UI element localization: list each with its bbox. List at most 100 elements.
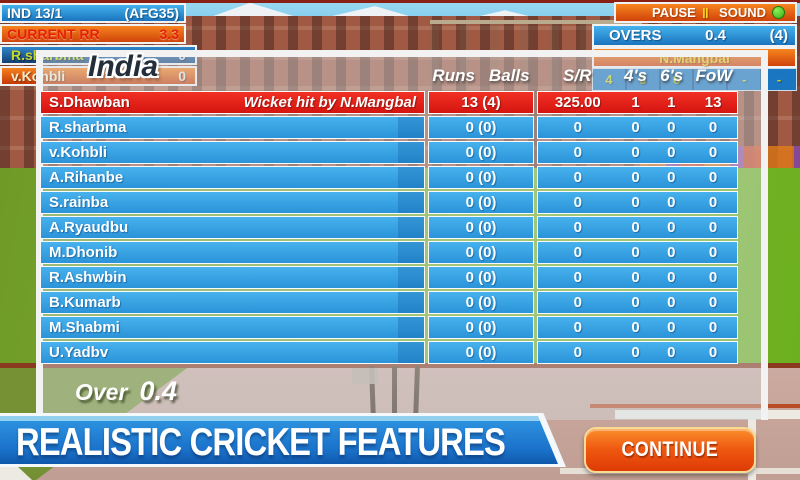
table-row: A.Rihanbe 0 (0) 0 0 0 0	[40, 166, 738, 189]
batsman-name-cell: U.Yadbv	[40, 341, 425, 364]
name-cell-endcap	[398, 192, 424, 213]
stats-cell: 325.00 1 1 13	[537, 91, 738, 114]
stats-cell: 0 0 0 0	[537, 191, 738, 214]
team-score: IND 13/1	[7, 5, 63, 21]
fielder-figure	[352, 368, 378, 384]
batsman-name-cell: A.Rihanbe	[40, 166, 425, 189]
fours-value: 0	[631, 294, 640, 311]
table-row: U.Yadbv 0 (0) 0 0 0 0	[40, 341, 738, 364]
over-label: Over	[75, 379, 128, 405]
sixes-value: 0	[667, 319, 676, 336]
table-header: Runs Balls S/R 4's 6's FoW	[40, 60, 738, 91]
sound-indicator-icon[interactable]	[772, 6, 785, 19]
sixes-value: 0	[667, 144, 676, 161]
batsman-name-cell: B.Kumarb	[40, 291, 425, 314]
batsman-name-cell: A.Ryaudbu	[40, 216, 425, 239]
strike-rate-value: 0	[573, 144, 582, 161]
fours-value: 0	[631, 194, 640, 211]
dismissal-note: Wicket hit by N.Mangbal	[243, 94, 416, 111]
strike-rate-value: 0	[573, 194, 582, 211]
strike-rate-value: 0	[573, 244, 582, 261]
fours-value: 0	[631, 144, 640, 161]
runs-balls-cell: 0 (0)	[428, 241, 534, 264]
overs-value: 0.4	[705, 27, 727, 44]
non-striker-bar: v.Kohbli 0	[0, 66, 197, 86]
batsman-name-cell: R.Ashwbin	[40, 266, 425, 289]
table-row: R.Ashwbin 0 (0) 0 0 0 0	[40, 266, 738, 289]
team-score-bar: IND 13/1 (AFG35)	[0, 3, 186, 23]
table-row: A.Ryaudbu 0 (0) 0 0 0 0	[40, 216, 738, 239]
fours-value: 1	[631, 94, 640, 111]
batsman-name-cell: v.Kohbli	[40, 141, 425, 164]
crease-line	[615, 410, 800, 419]
header-runs: Runs	[432, 65, 475, 85]
fours-value: 0	[631, 244, 640, 261]
batsman-name: R.Ashwbin	[49, 269, 127, 286]
fow-value: 0	[708, 344, 718, 361]
batsman-name: A.Ryaudbu	[49, 219, 129, 236]
name-cell-endcap	[398, 317, 424, 338]
overs-bar: OVERS 0.4 (4)	[592, 24, 797, 47]
sixes-value: 0	[667, 169, 676, 186]
strike-rate-value: 0	[573, 319, 582, 336]
strike-rate-value: 0	[573, 294, 582, 311]
stump	[392, 366, 397, 422]
runs-balls-cell: 0 (0)	[428, 316, 534, 339]
pause-button[interactable]: PAUSE	[652, 5, 696, 20]
batsman-name-cell: M.Dhonib	[40, 241, 425, 264]
promo-banner	[0, 416, 558, 464]
fours-value: 0	[631, 169, 640, 186]
fow-value: 0	[708, 194, 718, 211]
batsman-name: v.Kohbli	[49, 144, 108, 161]
sixes-value: 1	[667, 94, 676, 111]
fow-value: 0	[708, 294, 718, 311]
score-rows: S.Dhawban Wicket hit by N.Mangbal 13 (4) 32…	[40, 91, 738, 364]
fours-value: 0	[631, 319, 640, 336]
header-balls: Balls	[488, 65, 530, 85]
sound-toggle[interactable]: SOUND	[719, 5, 766, 20]
batsman-name-cell: S.Dhawban Wicket hit by N.Mangbal	[40, 91, 425, 114]
batsman-name-cell: S.rainba	[40, 191, 425, 214]
runs-balls-cell: 13 (4)	[428, 91, 534, 114]
name-cell-endcap	[398, 242, 424, 263]
sixes-value: 0	[667, 219, 676, 236]
batsman-name: U.Yadbv	[49, 344, 109, 361]
sixes-value: 0	[667, 194, 676, 211]
header-sr: S/R	[563, 65, 592, 85]
batsman-name: M.Shabmi	[49, 319, 120, 336]
table-row: S.rainba 0 (0) 0 0 0 0	[40, 191, 738, 214]
strike-rate-value: 0	[573, 269, 582, 286]
header-fow: FoW	[695, 65, 733, 85]
header-sixes: 6's	[660, 65, 684, 85]
batsman-name-cell: M.Shabmi	[40, 316, 425, 339]
fow-value: 0	[708, 169, 718, 186]
batsman-name: A.Rihanbe	[49, 169, 124, 186]
batsman-name: R.sharbma	[49, 119, 127, 136]
stats-cell: 0 0 0 0	[537, 166, 738, 189]
runs-balls-cell: 0 (0)	[428, 141, 534, 164]
fow-value: 13	[704, 94, 722, 111]
fours-value: 0	[631, 219, 640, 236]
stats-cell: 0 0 0 0	[537, 216, 738, 239]
pause-icon[interactable]: ‖	[701, 4, 709, 21]
sixes-value: 0	[667, 244, 676, 261]
ball-result-cell: 4	[593, 69, 627, 90]
table-row: v.Kohbli 0 (0) 0 0 0 0	[40, 141, 738, 164]
current-rr-value: 3.3	[159, 26, 179, 42]
fow-value: 0	[708, 219, 718, 236]
overs-label: OVERS	[609, 27, 662, 44]
over-indicator: Over 0.4	[75, 376, 177, 407]
sixes-value: 0	[667, 269, 676, 286]
header-fours: 4's	[624, 65, 647, 85]
ball-result-cell: 3	[627, 69, 661, 90]
fow-value: 0	[708, 119, 718, 136]
table-row: M.Dhonib 0 (0) 0 0 0 0	[40, 241, 738, 264]
fours-value: 0	[631, 269, 640, 286]
stats-cell: 0 0 0 0	[537, 141, 738, 164]
continue-button[interactable]: CONTINUE	[584, 427, 756, 473]
fow-value: 0	[708, 319, 718, 336]
ball-result-cell: 6	[661, 69, 695, 90]
strike-rate-value: 325.00	[554, 94, 601, 111]
stats-cell: 0 0 0 0	[537, 266, 738, 289]
runs-balls-cell: 0 (0)	[428, 166, 534, 189]
